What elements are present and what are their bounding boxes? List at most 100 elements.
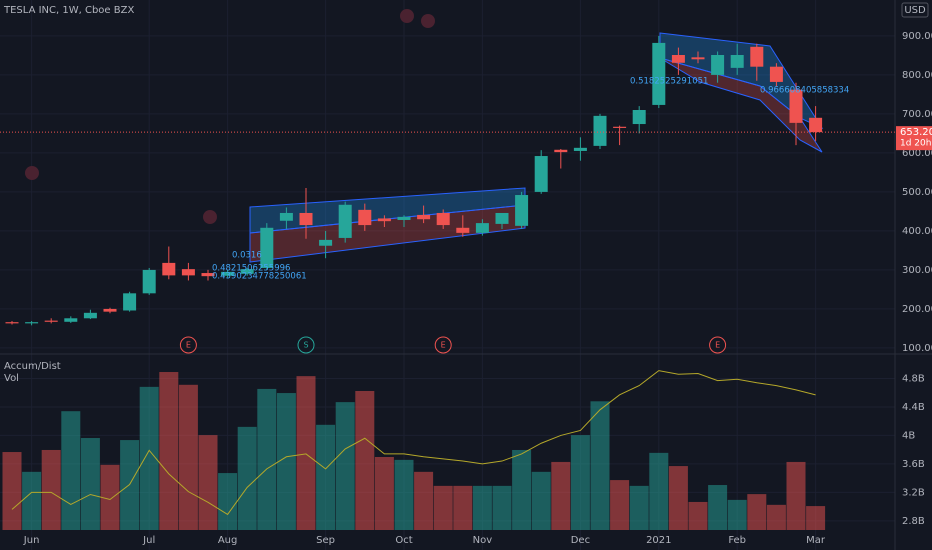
event-label: E <box>715 341 720 350</box>
candle-body <box>730 54 744 68</box>
candle-body <box>436 212 450 226</box>
volume-bar <box>237 426 257 530</box>
y-tick-label: 4B <box>902 430 915 441</box>
last-price-tag <box>896 126 932 151</box>
candle-body <box>103 308 117 312</box>
candle-body <box>789 89 803 123</box>
fib-label: 0.4821506255996 <box>212 264 290 274</box>
y-tick-label: 700.00 <box>902 109 932 120</box>
candle-body <box>181 269 195 276</box>
candle-body <box>279 212 293 221</box>
volume-bar <box>257 388 277 530</box>
event-label: E <box>441 341 446 350</box>
volume-bar <box>786 461 806 530</box>
volume-bar <box>492 485 512 530</box>
currency[interactable]: USD <box>904 5 926 16</box>
candle-body <box>534 156 548 192</box>
volume-bar <box>551 461 571 530</box>
volume-bar <box>394 459 414 530</box>
volume-bar <box>80 438 100 530</box>
volume-bar <box>727 499 747 530</box>
x-tick-label: Feb <box>728 535 746 546</box>
ad-line <box>11 370 816 516</box>
event-marker <box>709 336 727 354</box>
volume-bar <box>139 386 159 530</box>
countdown: 1d 20h <box>900 139 931 149</box>
candle-body <box>711 54 725 75</box>
candle-body <box>397 216 411 220</box>
y-tick-label: 600.00 <box>902 148 932 159</box>
x-tick-label: Mar <box>806 535 826 546</box>
chart-title: TESLA INC, 1W, Cboe BZX <box>3 5 134 16</box>
y-tick-label: 900.00 <box>902 31 932 42</box>
candle-body <box>338 204 352 238</box>
volume-bar <box>590 401 610 530</box>
y-tick-label: 2.8B <box>902 516 925 527</box>
candle-body <box>5 322 19 324</box>
volume-bar <box>159 372 179 530</box>
y-tick-label: 200.00 <box>902 304 932 315</box>
x-tick-label: Jul <box>142 535 155 546</box>
fib-label: 0.966608405858334 <box>760 86 849 96</box>
candle-body <box>377 218 391 222</box>
volume-bar <box>296 376 316 530</box>
volume-bar <box>218 473 238 530</box>
channel-lower <box>249 204 526 263</box>
candle-body <box>456 227 470 233</box>
volume-bar <box>433 485 453 530</box>
fib-label: 0.0316 <box>232 251 262 261</box>
candle-body <box>475 223 489 233</box>
volume-bar <box>453 485 473 530</box>
candle-body <box>691 57 705 60</box>
event-label: E <box>186 341 191 350</box>
candle-body <box>809 117 823 133</box>
volume-bar <box>414 471 434 530</box>
volume-bar <box>629 485 649 530</box>
candle-body <box>495 212 509 224</box>
candle-body <box>25 322 39 324</box>
candle-body <box>299 212 313 226</box>
x-tick-label: 2021 <box>646 535 671 546</box>
event-marker <box>297 336 315 354</box>
volume-bar <box>570 435 590 530</box>
candle-body <box>652 42 666 105</box>
candle-body <box>221 271 235 276</box>
y-tick-label: 500.00 <box>902 187 932 198</box>
marker-dot <box>203 210 217 224</box>
candle-body <box>142 269 156 294</box>
marker-dot <box>25 166 39 180</box>
volume-bar <box>512 449 532 530</box>
volume-bar <box>22 471 42 530</box>
volume-bar <box>766 504 786 530</box>
candle-body <box>358 209 372 226</box>
volume-bar <box>335 402 355 530</box>
candle-body <box>671 54 685 63</box>
volume-bar <box>178 384 198 530</box>
candle-body <box>632 109 646 125</box>
volume-bar <box>668 466 688 530</box>
y-tick-label: 400.00 <box>902 226 932 237</box>
channel-lower-2 <box>659 57 823 153</box>
event-label: S <box>303 341 308 350</box>
y-tick-label: 3.6B <box>902 459 925 470</box>
volume-bar <box>198 435 218 530</box>
candle-body <box>515 195 529 226</box>
volume-bar <box>649 452 669 530</box>
currency-box[interactable] <box>901 2 929 18</box>
candle-body <box>319 239 333 246</box>
candle-body <box>162 262 176 276</box>
y-tick-label: 800.00 <box>902 70 932 81</box>
candle-body <box>573 147 587 151</box>
candle-body <box>64 318 78 322</box>
legend-entry: Accum/Dist <box>4 361 61 372</box>
y-tick-label: 4.4B <box>902 402 925 413</box>
candle-body <box>593 115 607 146</box>
volume-bar <box>531 471 551 530</box>
candle-body <box>44 320 58 322</box>
x-tick-label: Oct <box>395 535 412 546</box>
candle-body <box>240 269 254 274</box>
y-tick-label: 100.00 <box>902 343 932 354</box>
candle-body <box>83 312 97 319</box>
